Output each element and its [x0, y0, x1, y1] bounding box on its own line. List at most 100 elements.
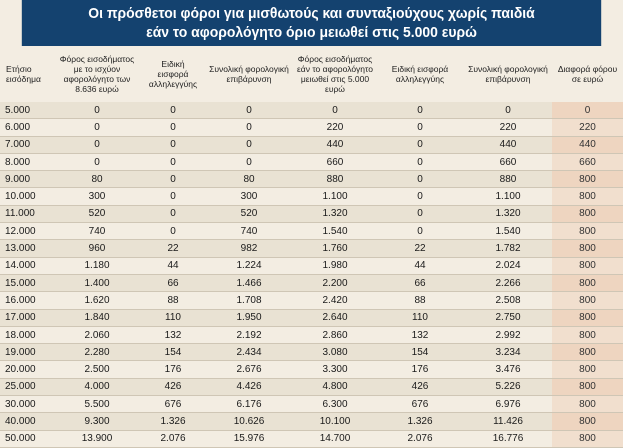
cell-total-reduced: 220	[464, 118, 552, 137]
cell-solidarity-reduced: 0	[376, 222, 464, 241]
cell-total-reduced: 2.024	[464, 257, 552, 275]
table-header: Ετήσιο εισόδημα Φόρος εισοδήματος με το …	[0, 46, 623, 102]
cell-tax-reduced: 10.100	[294, 412, 376, 431]
cell-solidarity-reduced: 132	[376, 326, 464, 345]
cell-tax-difference: 800	[552, 309, 623, 327]
cell-total-current: 1.466	[204, 274, 294, 293]
cell-tax-reduced: 14.700	[294, 430, 376, 448]
cell-tax-difference: 800	[552, 274, 623, 293]
cell-solidarity-reduced: 0	[376, 118, 464, 137]
table-row: 18.000 2.060 132 2.192 2.860 132 2.992 800	[0, 326, 623, 345]
table-row: 19.000 2.280 154 2.434 3.080 154 3.234 800	[0, 343, 623, 362]
cell-total-current: 15.976	[204, 430, 294, 448]
cell-total-reduced: 1.100	[464, 187, 552, 206]
cell-tax-current: 0	[52, 118, 142, 137]
cell-tax-current: 1.180	[52, 257, 142, 275]
table-row: 7.000 0 0 0 440 0 440 440	[0, 136, 623, 154]
cell-tax-difference: 800	[552, 326, 623, 345]
table-row: 50.000 13.900 2.076 15.976 14.700 2.076 16.776…	[0, 430, 623, 448]
cell-tax-current: 960	[52, 239, 142, 258]
cell-solidarity-current: 1.326	[142, 412, 204, 431]
cell-tax-current: 1.840	[52, 309, 142, 327]
cell-tax-difference: 0	[552, 102, 623, 120]
column-header-tax-current: Φόρος εισοδήματος με το ισχύον αφορολόγη…	[52, 46, 142, 102]
table-row: 6.000 0 0 0 220 0 220 220	[0, 118, 623, 137]
cell-solidarity-current: 0	[142, 153, 204, 172]
cell-solidarity-current: 0	[142, 136, 204, 154]
cell-total-current: 2.676	[204, 360, 294, 379]
cell-tax-difference: 800	[552, 187, 623, 206]
cell-tax-reduced: 220	[294, 118, 376, 137]
cell-solidarity-current: 0	[142, 118, 204, 137]
cell-tax-difference: 800	[552, 378, 623, 397]
cell-solidarity-reduced: 66	[376, 274, 464, 293]
title-line-2: εάν το αφορολόγητο όριο μειωθεί στις 5.0…	[146, 24, 477, 41]
cell-total-reduced: 0	[464, 102, 552, 120]
cell-solidarity-current: 0	[142, 102, 204, 120]
cell-annual-income: 50.000	[0, 430, 52, 448]
cell-solidarity-reduced: 0	[376, 205, 464, 224]
cell-total-reduced: 11.426	[464, 412, 552, 431]
cell-solidarity-reduced: 44	[376, 257, 464, 275]
cell-tax-reduced: 1.320	[294, 205, 376, 224]
cell-solidarity-reduced: 2.076	[376, 430, 464, 448]
cell-tax-difference: 800	[552, 239, 623, 258]
cell-tax-difference: 800	[552, 205, 623, 224]
column-header-annual-income: Ετήσιο εισόδημα	[0, 46, 52, 102]
table-row: 17.000 1.840 110 1.950 2.640 110 2.750 800	[0, 309, 623, 327]
cell-tax-reduced: 6.300	[294, 395, 376, 414]
cell-tax-current: 4.000	[52, 378, 142, 397]
cell-annual-income: 6.000	[0, 118, 52, 137]
cell-tax-difference: 800	[552, 360, 623, 379]
cell-solidarity-current: 44	[142, 257, 204, 275]
table-row: 25.000 4.000 426 4.426 4.800 426 5.226 800	[0, 378, 623, 397]
table-row: 15.000 1.400 66 1.466 2.200 66 2.266 800	[0, 274, 623, 293]
cell-solidarity-reduced: 0	[376, 153, 464, 172]
cell-tax-difference: 800	[552, 222, 623, 241]
table-row: 8.000 0 0 0 660 0 660 660	[0, 153, 623, 172]
cell-tax-difference: 800	[552, 343, 623, 362]
cell-annual-income: 30.000	[0, 395, 52, 414]
header-row: Ετήσιο εισόδημα Φόρος εισοδήματος με το …	[0, 46, 623, 102]
cell-tax-current: 1.620	[52, 291, 142, 310]
cell-tax-difference: 440	[552, 136, 623, 154]
cell-solidarity-current: 0	[142, 170, 204, 189]
cell-solidarity-reduced: 676	[376, 395, 464, 414]
cell-tax-current: 740	[52, 222, 142, 241]
cell-solidarity-current: 110	[142, 309, 204, 327]
cell-tax-reduced: 1.760	[294, 239, 376, 258]
cell-solidarity-current: 66	[142, 274, 204, 293]
table-row: 40.000 9.300 1.326 10.626 10.100 1.326 11.426 8…	[0, 412, 623, 431]
cell-total-reduced: 440	[464, 136, 552, 154]
cell-tax-difference: 800	[552, 291, 623, 310]
table-row: 13.000 960 22 982 1.760 22 1.782 800	[0, 239, 623, 258]
cell-annual-income: 7.000	[0, 136, 52, 154]
cell-tax-current: 80	[52, 170, 142, 189]
cell-tax-current: 1.400	[52, 274, 142, 293]
cell-tax-reduced: 2.420	[294, 291, 376, 310]
cell-total-reduced: 1.320	[464, 205, 552, 224]
table-row: 14.000 1.180 44 1.224 1.980 44 2.024 800	[0, 257, 623, 275]
cell-tax-current: 520	[52, 205, 142, 224]
cell-tax-reduced: 660	[294, 153, 376, 172]
cell-total-current: 2.192	[204, 326, 294, 345]
cell-total-current: 740	[204, 222, 294, 241]
cell-solidarity-reduced: 1.326	[376, 412, 464, 431]
cell-tax-current: 0	[52, 153, 142, 172]
cell-tax-reduced: 3.080	[294, 343, 376, 362]
cell-total-reduced: 2.266	[464, 274, 552, 293]
cell-total-current: 10.626	[204, 412, 294, 431]
cell-tax-reduced: 4.800	[294, 378, 376, 397]
column-header-total-reduced: Συνολική φορολογική επιβάρυνση	[464, 46, 552, 102]
cell-tax-current: 300	[52, 187, 142, 206]
cell-tax-reduced: 1.980	[294, 257, 376, 275]
cell-solidarity-reduced: 88	[376, 291, 464, 310]
cell-total-current: 0	[204, 118, 294, 137]
cell-solidarity-current: 154	[142, 343, 204, 362]
table-row: 20.000 2.500 176 2.676 3.300 176 3.476 800	[0, 360, 623, 379]
cell-annual-income: 5.000	[0, 102, 52, 120]
table-row: 9.000 80 0 80 880 0 880 800	[0, 170, 623, 189]
cell-total-reduced: 2.508	[464, 291, 552, 310]
cell-solidarity-current: 426	[142, 378, 204, 397]
cell-total-reduced: 2.992	[464, 326, 552, 345]
